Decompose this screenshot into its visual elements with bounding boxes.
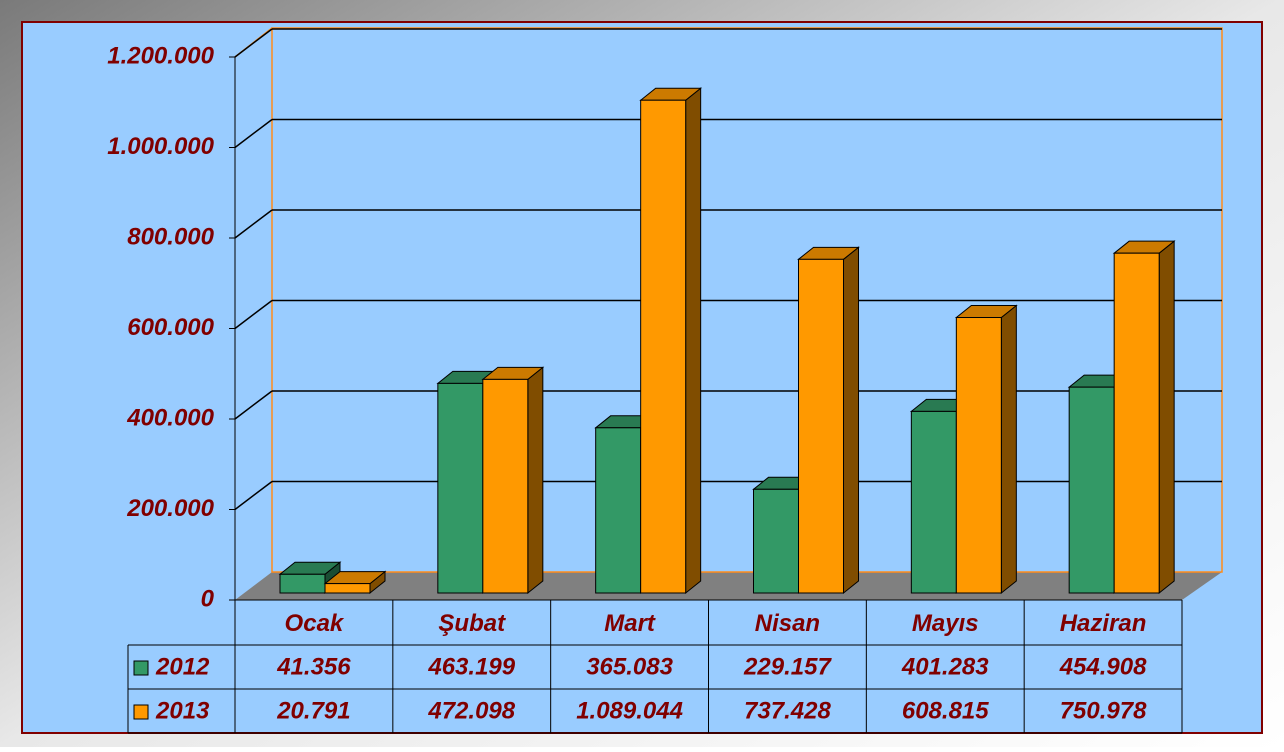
x-tick-label: Nisan <box>755 610 820 637</box>
bar-side <box>1158 240 1175 595</box>
legend-label: 2012 <box>155 653 210 680</box>
legend-swatch <box>133 704 149 720</box>
grid-line <box>234 480 273 511</box>
y-tick-label: 200.000 <box>126 495 214 522</box>
data-label: 608.815 <box>902 697 989 724</box>
bar <box>910 410 957 594</box>
bar <box>482 378 529 594</box>
x-tick-label: Mart <box>604 610 656 637</box>
y-tick-label: 400.000 <box>126 404 214 431</box>
data-label: 737.428 <box>744 697 831 724</box>
bar <box>1068 386 1115 594</box>
y-tick-label: 600.000 <box>127 314 214 341</box>
legend-label: 2013 <box>155 697 210 724</box>
bar-side <box>685 87 702 595</box>
x-tick-label: Mayıs <box>912 610 979 637</box>
data-label: 365.083 <box>586 653 673 680</box>
grid-line <box>234 390 273 420</box>
y-tick-label: 1.200.000 <box>107 42 214 69</box>
bar <box>324 583 371 594</box>
bar-side <box>843 246 859 595</box>
bar <box>437 382 484 594</box>
x-tick-label: Haziran <box>1060 610 1147 637</box>
y-tick-label: 1.000.000 <box>107 133 214 160</box>
data-label: 1.089.044 <box>576 697 683 724</box>
data-label: 229.157 <box>743 653 832 680</box>
bar <box>279 573 326 594</box>
x-tick-label: Ocak <box>285 610 345 637</box>
grid-line <box>234 209 273 239</box>
y-tick-label: 0 <box>201 585 215 612</box>
bar <box>595 427 642 594</box>
bar-side <box>1000 304 1017 595</box>
bar-side <box>527 366 544 595</box>
data-label: 20.791 <box>276 697 350 724</box>
y-tick-label: 800.000 <box>127 223 214 250</box>
bar <box>753 488 799 594</box>
bar <box>640 99 687 594</box>
grid-line <box>234 28 273 58</box>
bar <box>955 317 1002 594</box>
data-label: 41.356 <box>276 653 351 680</box>
grid-line <box>234 118 273 149</box>
bar <box>1113 252 1160 594</box>
data-label: 454.908 <box>1059 653 1147 680</box>
data-label: 472.098 <box>427 697 515 724</box>
data-label: 463.199 <box>427 653 515 680</box>
grid-line <box>234 299 273 330</box>
x-tick-label: Şubat <box>438 610 506 637</box>
data-label: 401.283 <box>901 653 989 680</box>
legend-swatch <box>133 660 149 676</box>
data-label: 750.978 <box>1060 697 1147 724</box>
bar <box>798 258 844 594</box>
